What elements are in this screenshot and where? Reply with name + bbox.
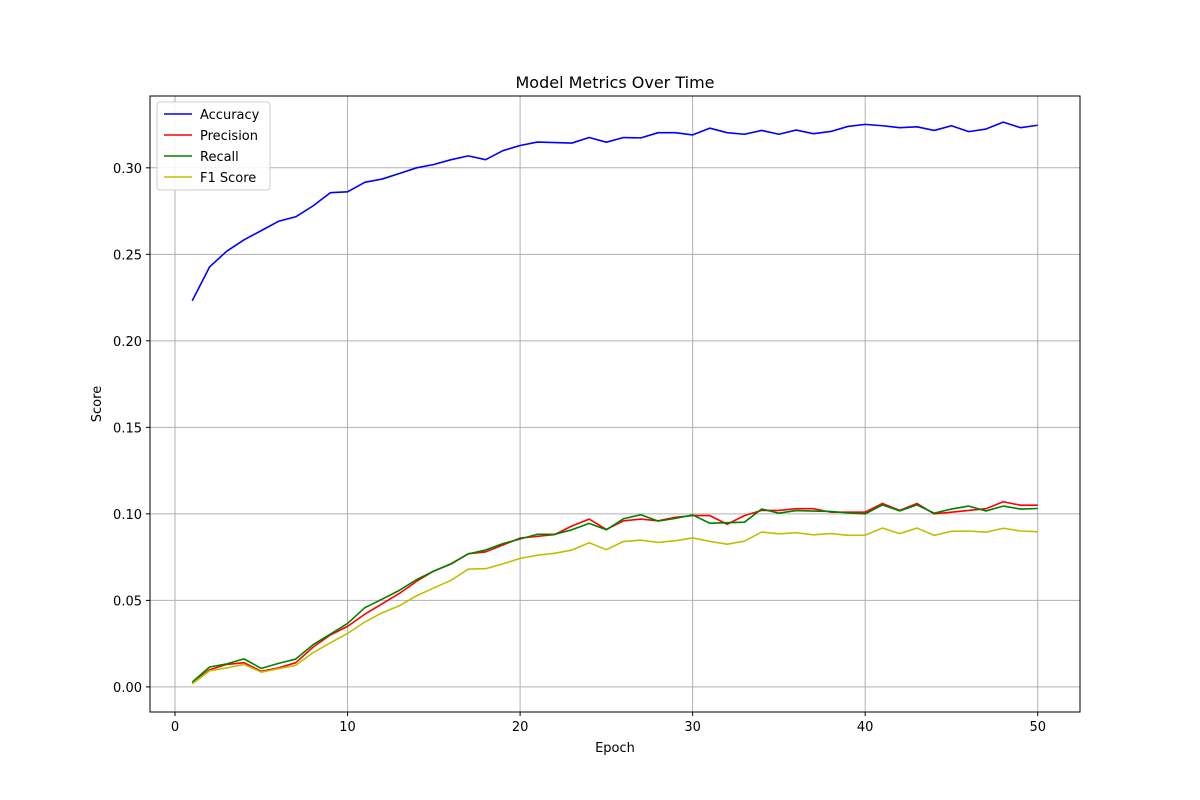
y-tick-label: 0.00	[113, 681, 142, 696]
grid	[150, 96, 1080, 712]
legend-box	[156, 101, 271, 191]
legend: Accuracy Precision Recall F1 Score	[156, 101, 271, 191]
y-tick-label: 0.10	[113, 508, 142, 523]
y-tick-label: 0.30	[113, 162, 142, 177]
series-line-accuracy	[191, 121, 1038, 302]
y-tick-label: 0.20	[113, 335, 142, 350]
x-axis-ticks: 0 10 20 30 40 50	[171, 712, 1046, 735]
chart-title: Model Metrics Over Time	[515, 73, 714, 92]
series-layer	[191, 121, 1038, 685]
x-tick-label: 40	[857, 720, 874, 735]
legend-label-f1-score: F1 Score	[200, 171, 256, 186]
axes-frame	[149, 95, 1081, 713]
x-tick-label: 10	[339, 720, 356, 735]
series-line-precision	[191, 500, 1038, 684]
x-tick-label: 30	[684, 720, 701, 735]
legend-label-recall: Recall	[200, 150, 239, 165]
x-axis-label: Epoch	[595, 741, 635, 756]
y-tick-label: 0.25	[113, 248, 142, 263]
y-axis-ticks: 0.00 0.05 0.10 0.15 0.20 0.25 0.30	[113, 162, 150, 696]
legend-label-accuracy: Accuracy	[200, 108, 260, 123]
x-tick-label: 20	[512, 720, 529, 735]
y-tick-label: 0.15	[113, 421, 142, 436]
y-tick-label: 0.05	[113, 594, 142, 609]
series-line-recall	[191, 504, 1038, 683]
x-tick-label: 0	[171, 720, 179, 735]
legend-label-precision: Precision	[200, 129, 258, 144]
x-tick-label: 50	[1029, 720, 1046, 735]
series-line-f1-score	[191, 527, 1038, 685]
y-axis-label: Score	[90, 386, 105, 422]
